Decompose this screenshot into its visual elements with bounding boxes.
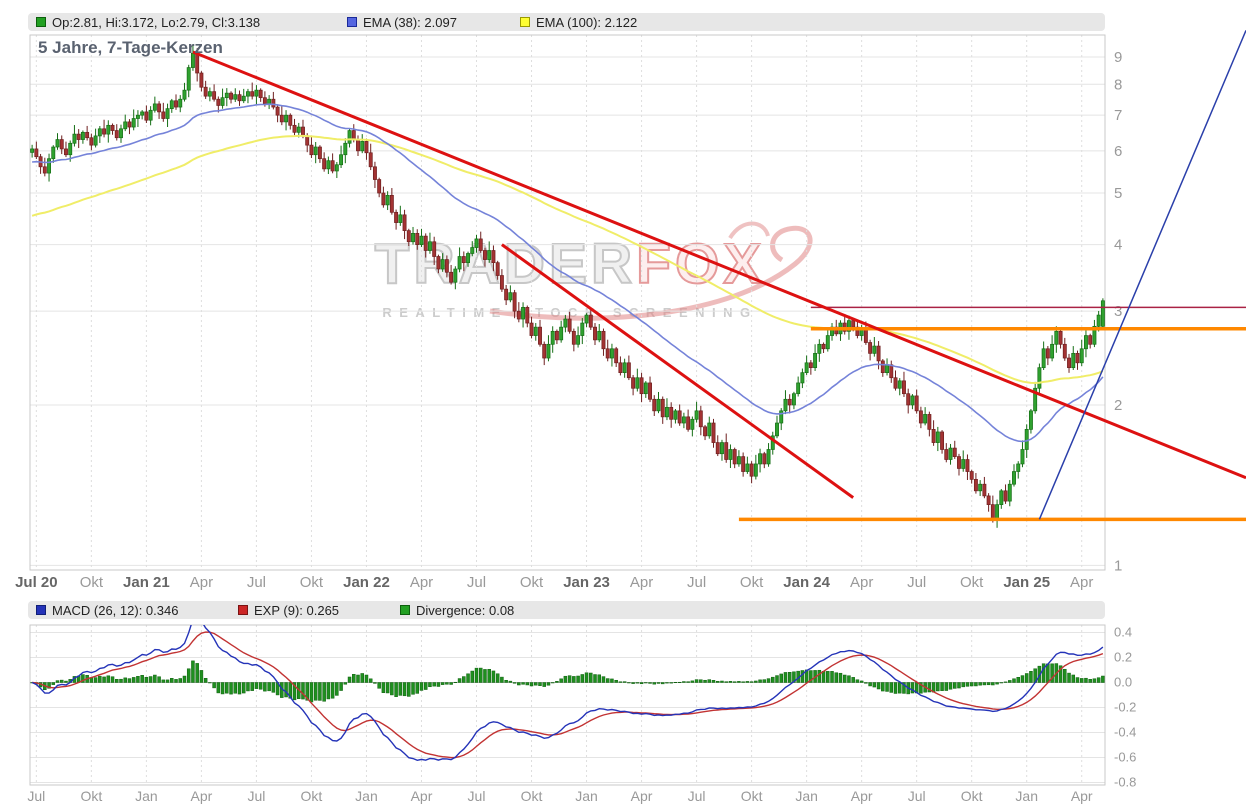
ohlc-legend: Op:2.81, Hi:3.172, Lo:2.79, Cl:3.138 bbox=[36, 13, 260, 31]
macd-line[interactable] bbox=[31, 620, 1104, 762]
y-axis-tick-label: -0.8 bbox=[1114, 775, 1136, 790]
x-axis-tick-label: Apr bbox=[1071, 788, 1093, 804]
drawn-overlays bbox=[192, 30, 1246, 522]
divergence-histogram bbox=[30, 660, 1105, 703]
x-axis-tick-label: Okt bbox=[961, 788, 983, 804]
x-axis-tick-label: Apr bbox=[631, 788, 653, 804]
x-axis-tick-label: Jul bbox=[908, 788, 926, 804]
x-axis-tick-label: Okt bbox=[300, 574, 324, 591]
divergence-value: Divergence: 0.08 bbox=[416, 602, 515, 618]
x-axis-tick-label: Okt bbox=[741, 788, 763, 804]
x-axis-tick-label: Jan bbox=[1015, 788, 1038, 804]
x-axis-tick-label: Okt bbox=[80, 788, 102, 804]
divergence-swatch-icon bbox=[400, 605, 410, 615]
x-axis-tick-label: Jan 24 bbox=[783, 574, 830, 591]
ema38-legend: EMA (38): 2.097 bbox=[347, 13, 457, 31]
uptrend-steep-line[interactable] bbox=[1038, 30, 1246, 520]
x-axis-tick-label: Jan bbox=[795, 788, 818, 804]
x-axis-tick-label: Jan 22 bbox=[343, 574, 390, 591]
x-axis-tick-label: Apr bbox=[851, 788, 873, 804]
exp-swatch-icon bbox=[238, 605, 248, 615]
exp-legend: EXP (9): 0.265 bbox=[238, 601, 339, 619]
x-axis-tick-label: Apr bbox=[190, 574, 213, 591]
x-axis-tick-label: Okt bbox=[740, 574, 764, 591]
x-axis-tick-label: Jan 23 bbox=[563, 574, 610, 591]
ema100-legend: EMA (100): 2.122 bbox=[520, 13, 637, 31]
macd-chart-canvas[interactable]: 0.4 0.2 0.0 -0.2 -0.4 -0.6 -0.8 Jul Okt Jan Apr Jul… bbox=[0, 620, 1246, 811]
candlestick-swatch-icon bbox=[36, 17, 46, 27]
price-grid: 9 8 7 6 5 4 3 2 1 Jul 20 Okt Jan 21 Apr Jul Okt Jan 22 A… bbox=[15, 34, 1122, 591]
x-axis-tick-label: Apr bbox=[1070, 574, 1093, 591]
x-axis-tick-label: Jan bbox=[355, 788, 378, 804]
macd-legend-bar: MACD (26, 12): 0.346 EXP (9): 0.265 Dive… bbox=[28, 601, 1105, 619]
x-axis-tick-label: Jul bbox=[27, 788, 45, 804]
y-axis-tick-label: 0.4 bbox=[1114, 625, 1132, 640]
y-axis-tick-label: 1 bbox=[1114, 557, 1122, 574]
macd-swatch-icon bbox=[36, 605, 46, 615]
y-axis-tick-label: 9 bbox=[1114, 49, 1122, 66]
y-axis-tick-label: 8 bbox=[1114, 76, 1122, 93]
x-axis-tick-label: Jan 25 bbox=[1003, 574, 1050, 591]
x-axis-tick-label: Apr bbox=[410, 574, 433, 591]
macd-grid: 0.4 0.2 0.0 -0.2 -0.4 -0.6 -0.8 Jul Okt Jan Apr Jul… bbox=[27, 624, 1136, 804]
price-chart-canvas[interactable]: 9 8 7 6 5 4 3 2 1 Jul 20 Okt Jan 21 Apr Jul Okt Jan 22 A… bbox=[0, 0, 1246, 600]
chart-title: 5 Jahre, 7-Tage-Kerzen bbox=[38, 38, 223, 57]
x-axis-tick-label: Apr bbox=[630, 574, 653, 591]
x-axis-tick-label: Jan bbox=[135, 788, 158, 804]
plot-border bbox=[29, 624, 1106, 786]
downtrend-minor-line[interactable] bbox=[501, 243, 855, 499]
plot-border bbox=[29, 34, 1106, 571]
x-axis-tick-label: Okt bbox=[301, 788, 323, 804]
x-axis-tick-label: Jul bbox=[907, 574, 926, 591]
y-axis-tick-label: -0.4 bbox=[1114, 725, 1136, 740]
y-axis-tick-label: 7 bbox=[1114, 107, 1122, 124]
ema38-line[interactable] bbox=[32, 103, 1104, 443]
downtrend-major-line[interactable] bbox=[192, 50, 1246, 480]
x-axis-tick-label: Jul bbox=[468, 788, 486, 804]
x-axis-tick-label: Jan 21 bbox=[123, 574, 170, 591]
x-axis-tick-label: Jul bbox=[247, 788, 265, 804]
ohlc-values: Op:2.81, Hi:3.172, Lo:2.79, Cl:3.138 bbox=[52, 14, 261, 30]
y-axis-tick-label: -0.6 bbox=[1114, 750, 1136, 765]
candlestick-series bbox=[30, 44, 1105, 528]
y-axis-tick-label: 0.0 bbox=[1114, 675, 1132, 690]
x-axis-tick-label: Jul bbox=[688, 788, 706, 804]
x-axis-tick-label: Okt bbox=[520, 574, 544, 591]
exp-value: EXP (9): 0.265 bbox=[254, 602, 340, 618]
x-axis-tick-label: Apr bbox=[850, 574, 873, 591]
ema100-swatch-icon bbox=[520, 17, 530, 27]
y-axis-tick-label: -0.2 bbox=[1114, 700, 1136, 715]
ema100-line[interactable] bbox=[31, 134, 1104, 385]
ema38-swatch-icon bbox=[347, 17, 357, 27]
y-axis-tick-label: 2 bbox=[1114, 397, 1122, 414]
x-axis-tick-label: Jul 20 bbox=[15, 574, 58, 591]
x-axis-tick-label: Jul bbox=[687, 574, 706, 591]
x-axis-tick-label: Okt bbox=[80, 574, 104, 591]
y-axis-tick-label: 6 bbox=[1114, 143, 1122, 160]
y-axis-tick-label: 5 bbox=[1114, 185, 1122, 202]
macd-value: MACD (26, 12): 0.346 bbox=[52, 602, 179, 618]
y-axis-tick-label: 4 bbox=[1114, 237, 1122, 254]
x-axis-tick-label: Apr bbox=[191, 788, 213, 804]
x-axis-tick-label: Okt bbox=[521, 788, 543, 804]
y-axis-tick-label: 3 bbox=[1114, 303, 1122, 320]
macd-legend: MACD (26, 12): 0.346 bbox=[36, 601, 178, 619]
price-legend-bar: Op:2.81, Hi:3.172, Lo:2.79, Cl:3.138 EMA… bbox=[28, 13, 1105, 31]
y-axis-tick-label: 0.2 bbox=[1114, 650, 1132, 665]
divergence-legend: Divergence: 0.08 bbox=[400, 601, 514, 619]
exp-signal-line[interactable] bbox=[32, 631, 1104, 759]
x-axis-tick-label: Okt bbox=[960, 574, 984, 591]
x-axis-tick-label: Apr bbox=[411, 788, 433, 804]
x-axis-tick-label: Jan bbox=[575, 788, 598, 804]
x-axis-tick-label: Jul bbox=[247, 574, 266, 591]
ema100-value: EMA (100): 2.122 bbox=[536, 14, 638, 30]
x-axis-tick-label: Jul bbox=[467, 574, 486, 591]
ema38-value: EMA (38): 2.097 bbox=[363, 14, 457, 30]
